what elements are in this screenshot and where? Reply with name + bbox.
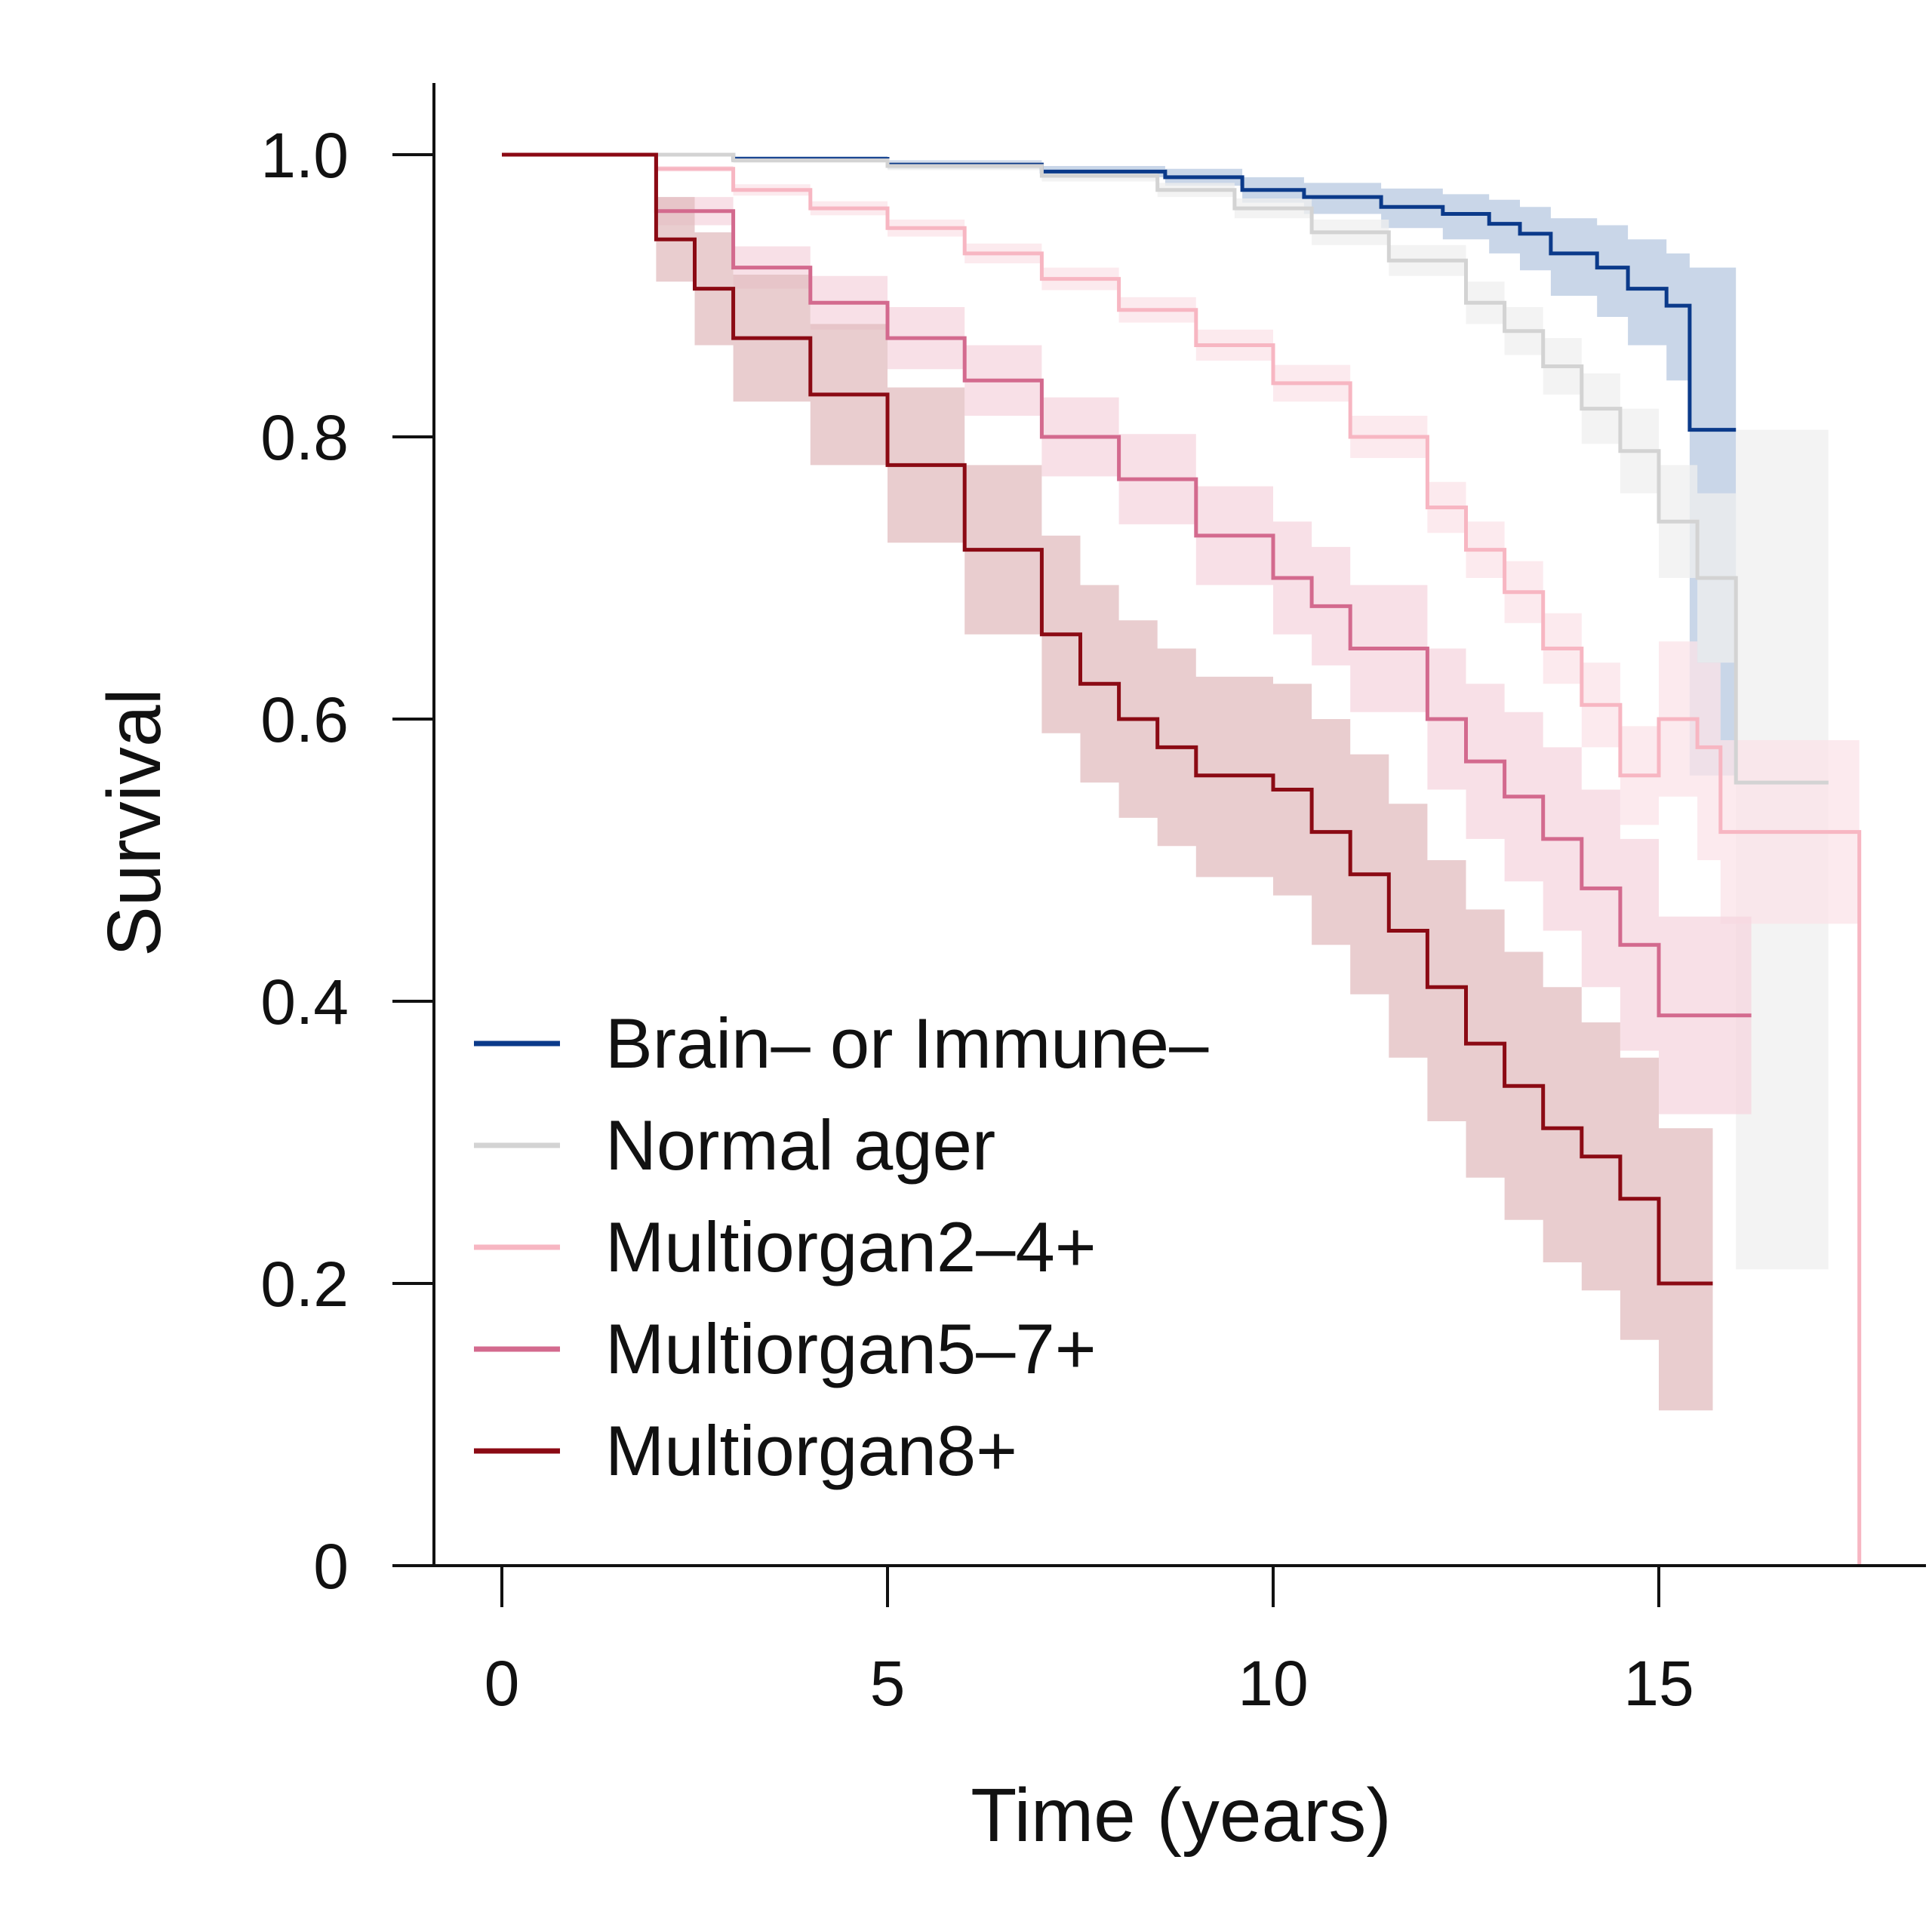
confidence-bands (502, 155, 1860, 1566)
x-tick-label: 15 (1623, 1648, 1694, 1719)
band-multiorgan5-7 (502, 155, 1752, 1114)
y-axis-ticks: 0 0.2 0.4 0.6 0.8 1.0 (260, 120, 434, 1602)
survival-curves (502, 152, 1862, 1566)
legend: Brain– or Immune– Normal ager Multiorgan2–… (474, 1004, 1209, 1490)
y-tick-label: 0.2 (260, 1249, 349, 1320)
curve-multiorgan2-4 (502, 152, 1862, 1566)
legend-label-multiorgan2-4: Multiorgan2–4+ (605, 1207, 1097, 1286)
curve-multiorgan8 (502, 152, 1713, 1286)
x-axis-title: Time (years) (971, 1773, 1391, 1858)
x-axis-ticks: 0 5 10 15 (485, 1566, 1694, 1719)
y-axis-title: Survival (92, 688, 177, 957)
legend-label-normal-ager: Normal ager (605, 1105, 995, 1185)
curve-normal-ager (502, 152, 1829, 785)
legend-label-multiorgan8: Multiorgan8+ (605, 1411, 1017, 1490)
legend-label-brain-or-immune: Brain– or Immune– (605, 1004, 1209, 1083)
legend-label-multiorgan5-7: Multiorgan5–7+ (605, 1309, 1097, 1388)
x-tick-label: 5 (870, 1648, 906, 1719)
curve-multiorgan5-7 (502, 152, 1752, 1018)
x-tick-label: 10 (1238, 1648, 1308, 1719)
y-tick-label: 0.4 (260, 967, 349, 1037)
band-multiorgan8 (502, 155, 1713, 1411)
y-tick-label: 0.8 (260, 402, 349, 473)
y-tick-label: 0.6 (260, 684, 349, 755)
y-tick-label: 0 (313, 1531, 349, 1602)
y-tick-label: 1.0 (260, 120, 349, 191)
x-tick-label: 0 (485, 1648, 520, 1719)
